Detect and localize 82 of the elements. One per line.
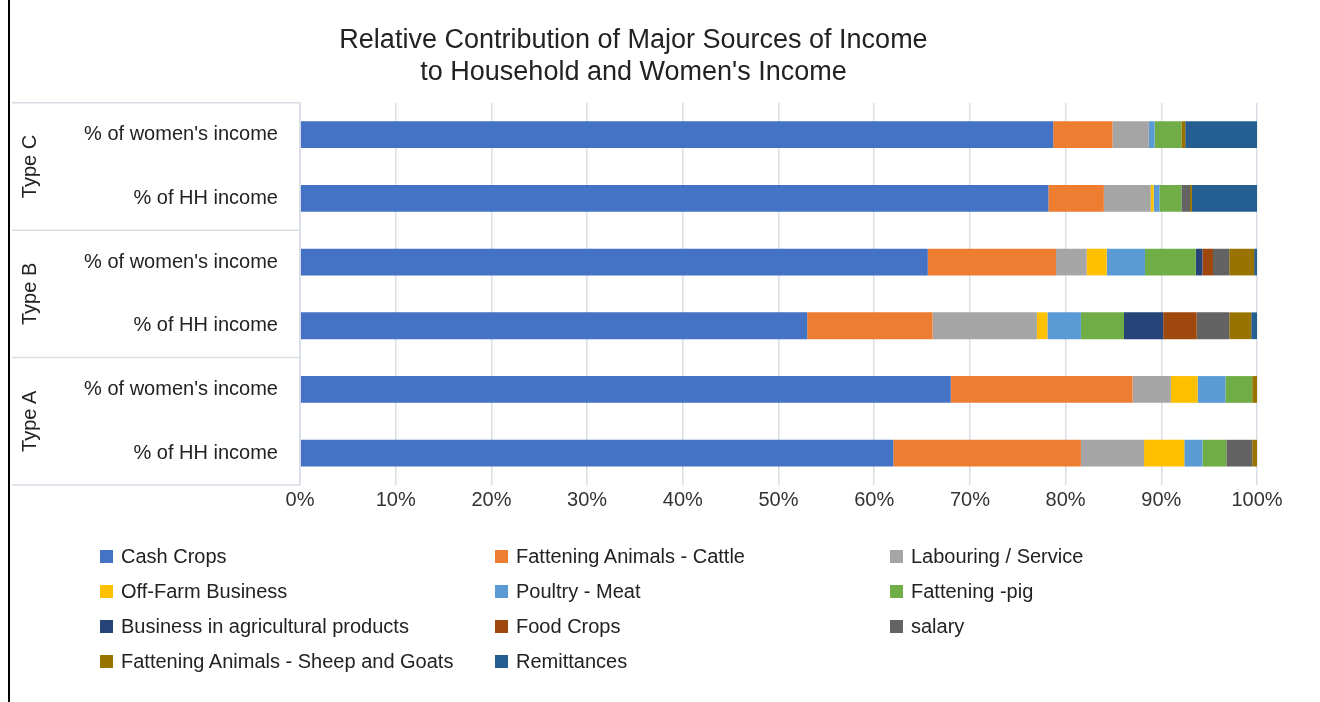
x-tick-label: 30%: [567, 487, 608, 510]
legend-label: Cash Crops: [121, 545, 227, 568]
bar: [1251, 312, 1257, 340]
legend-label: Fattening Animals - Sheep and Goats: [121, 650, 454, 673]
text: Type C: [17, 134, 40, 199]
text: Type A: [17, 390, 40, 452]
bar: [1086, 248, 1107, 276]
bar: [1145, 248, 1196, 276]
legend-label: salary: [911, 615, 965, 638]
x-tick-label: 40%: [662, 487, 704, 510]
bar: [300, 248, 928, 276]
legend-label: Fattening Animals - Cattle: [516, 545, 745, 568]
bar: [1225, 376, 1253, 403]
bar: [300, 121, 1054, 149]
bar: [300, 439, 894, 467]
x-tick-label: 20%: [471, 487, 512, 510]
bar: [1047, 312, 1081, 340]
bar: [1252, 439, 1257, 467]
bar: [1154, 121, 1182, 149]
bar: [807, 312, 933, 340]
bar: [1181, 121, 1186, 149]
bar: [300, 312, 808, 340]
legend-label: Fattening -pig: [911, 580, 1034, 603]
bar: [300, 184, 1049, 212]
bar: [1053, 121, 1113, 149]
legend-label: Food Crops: [516, 615, 621, 638]
x-tick-label: 70%: [949, 487, 991, 510]
x-tick-label: 80%: [1045, 487, 1086, 510]
bar: [1106, 248, 1146, 276]
bar: [893, 439, 1081, 467]
x-tick-label: 10%: [375, 487, 416, 510]
bar: [1229, 312, 1252, 340]
text: Type B: [17, 262, 40, 326]
bar: [1170, 376, 1198, 403]
bar: [1159, 184, 1182, 212]
bar: [1080, 312, 1124, 340]
bar: [1197, 376, 1226, 403]
bar: [1181, 184, 1191, 212]
bar: [1056, 248, 1087, 276]
legend-label: Remittances: [516, 650, 628, 673]
bar: [1080, 439, 1145, 467]
x-tick-label: 0%: [285, 487, 315, 510]
bar: [1226, 439, 1253, 467]
bar: [1163, 312, 1197, 340]
bar: [1185, 121, 1257, 149]
y-tick-label: % of women's income: [84, 249, 278, 272]
x-tick-label: 60%: [854, 487, 895, 510]
x-tick-label: 50%: [758, 487, 799, 510]
bar: [1202, 439, 1227, 467]
bar: [1212, 248, 1230, 276]
bar: [1148, 121, 1155, 149]
y-tick-label: % of women's income: [84, 376, 278, 399]
legend-label: Business in agricultural products: [121, 615, 409, 638]
x-tick-label: 100%: [1231, 487, 1283, 510]
bar: [1184, 439, 1203, 467]
bar: [1112, 121, 1149, 149]
y-tick-label: % of HH income: [133, 313, 278, 336]
legend-label: Poultry - Meat: [516, 580, 641, 603]
chart-title: Relative Contribution of Major Sources of Income to Household and Women's Income: [339, 23, 928, 87]
y-tick-label: % of HH income: [133, 185, 278, 208]
x-tick-label: 90%: [1141, 487, 1182, 510]
bar: [1144, 439, 1185, 467]
legend-label: Labouring / Service: [911, 545, 1084, 568]
bar: [1196, 312, 1230, 340]
bar: [927, 248, 1057, 276]
bar: [932, 312, 1037, 340]
bar: [1252, 376, 1257, 403]
y-tick-label: % of women's income: [84, 122, 278, 145]
bar: [1191, 184, 1257, 212]
bar: [1229, 248, 1255, 276]
bar: [1123, 312, 1164, 340]
bar: [1036, 312, 1048, 340]
bar: [1048, 184, 1104, 212]
bar: [1150, 184, 1154, 212]
bar: [1132, 376, 1171, 403]
y-tick-label: % of HH income: [133, 440, 278, 463]
bar: [1254, 248, 1257, 276]
bar: [950, 376, 1133, 403]
bar: [1103, 184, 1151, 212]
bar: [1202, 248, 1213, 276]
legend-label: Off-Farm Business: [121, 580, 288, 603]
bar: [300, 376, 951, 403]
